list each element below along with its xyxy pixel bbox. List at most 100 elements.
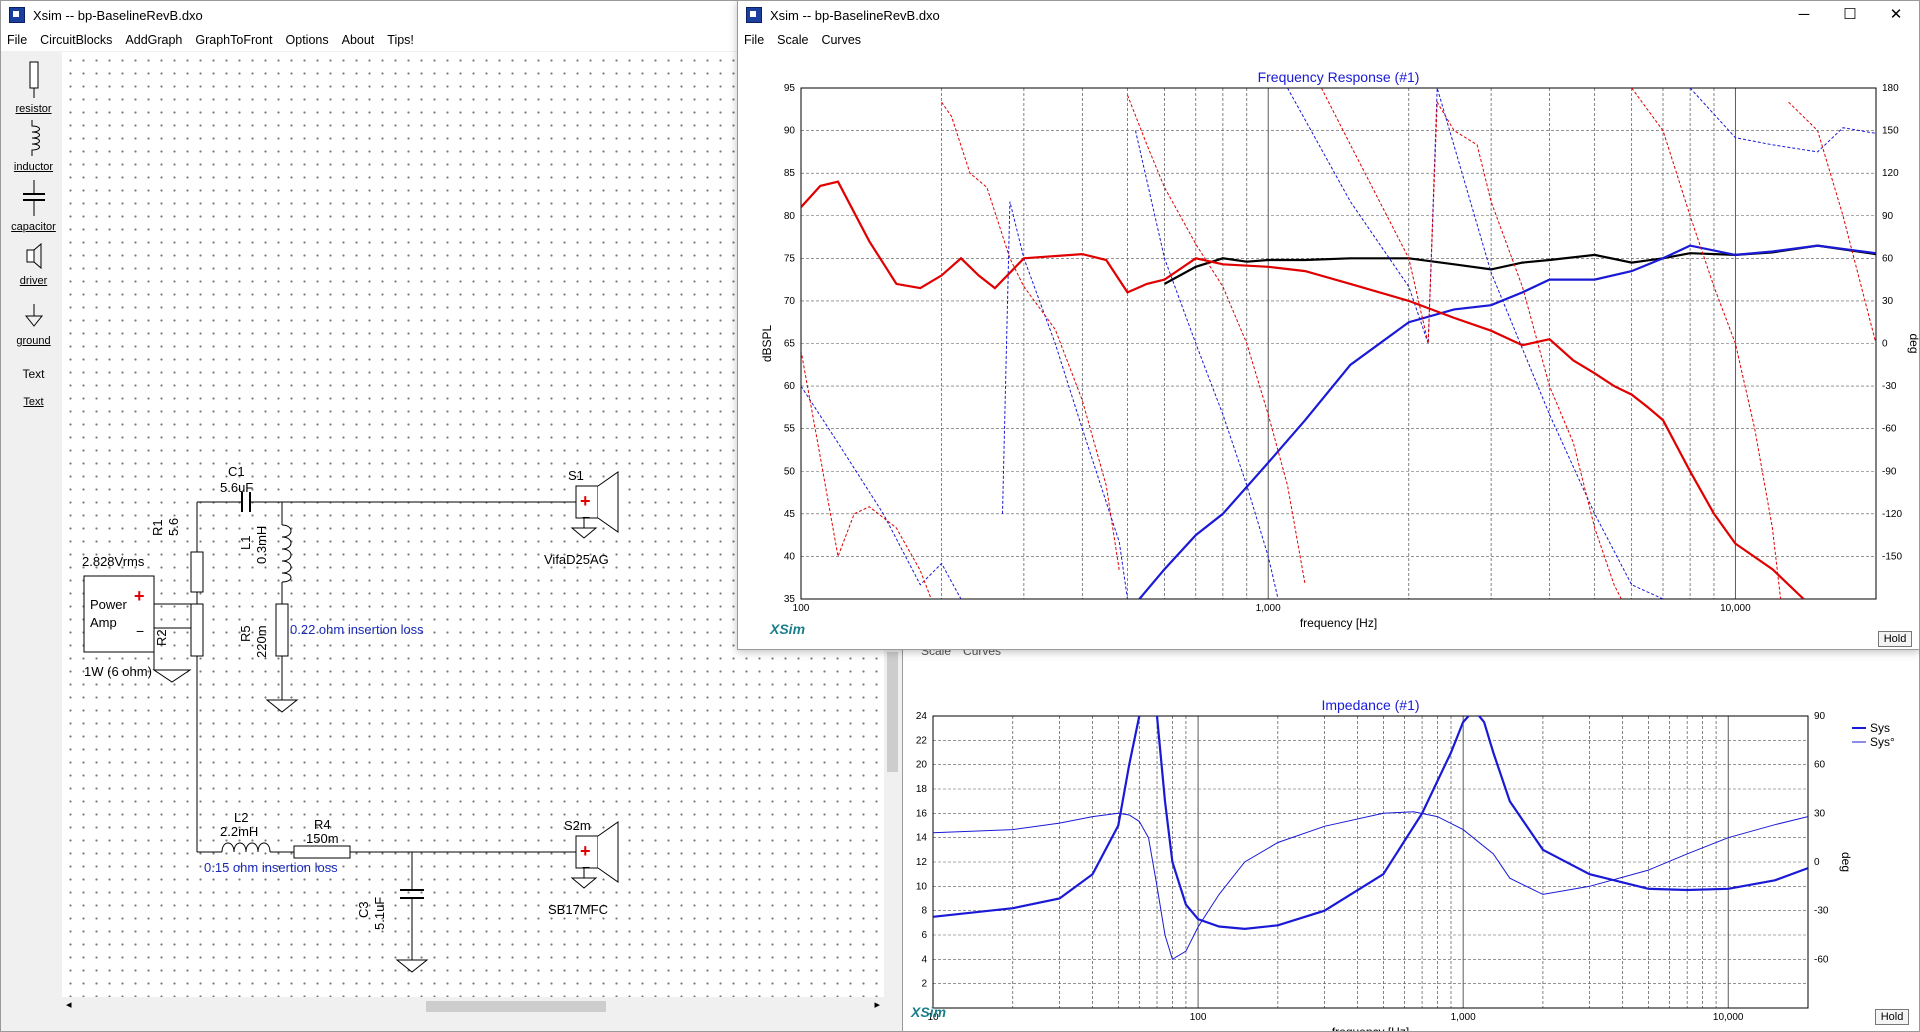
svg-text:−: − bbox=[582, 509, 590, 525]
minimize-icon[interactable]: ─ bbox=[1798, 6, 1810, 23]
l2-name: L2 bbox=[234, 810, 249, 825]
chart1-ytick-1: 4 bbox=[921, 954, 927, 965]
chart1-xtick-3: 10,000 bbox=[1713, 1012, 1744, 1023]
chart1-legend-label-1: Sys° bbox=[1870, 735, 1895, 749]
chart0-y2tick-0: -150 bbox=[1882, 551, 1902, 562]
fr-app-icon bbox=[746, 7, 762, 23]
source-label: Power Amp bbox=[90, 597, 127, 630]
r5-value: 220m bbox=[254, 625, 269, 658]
chart1-y2tick-5: 90 bbox=[1814, 711, 1826, 722]
fr-window: Xsim -- bp-BaselineRevB.dxo ─ ☐ ✕ File S… bbox=[737, 0, 1920, 650]
chart1-frame bbox=[932, 715, 1809, 1009]
chart0-xtick-2: 10,000 bbox=[1720, 603, 1751, 614]
chart0-ytick-12: 95 bbox=[784, 83, 796, 94]
tool-inductor-label: inductor bbox=[13, 161, 54, 173]
chart0-series-0 bbox=[1163, 244, 1876, 285]
chart1-xtick-0: 10 bbox=[927, 1012, 939, 1023]
tool-capacitor[interactable]: capacitor bbox=[6, 178, 61, 233]
r5-note: 0.22 ohm insertion loss bbox=[290, 622, 424, 637]
maximize-icon[interactable]: ☐ bbox=[1843, 6, 1857, 23]
s2-name: S2m bbox=[564, 818, 591, 833]
menu-file[interactable]: File bbox=[7, 33, 28, 47]
app-icon bbox=[9, 7, 25, 23]
menu-options[interactable]: Options bbox=[285, 33, 329, 47]
chart1-ytick-3: 8 bbox=[921, 906, 927, 917]
frequency-response-chart: Frequency Response (#1) 35 40 45 50 55 60 65 70 7… bbox=[738, 51, 1919, 649]
chart0-ytick-3: 50 bbox=[784, 466, 796, 477]
menu-addgraph[interactable]: AddGraph bbox=[125, 33, 183, 47]
tool-resistor[interactable]: resistor bbox=[6, 60, 61, 115]
chart0-series-2 bbox=[801, 88, 1876, 599]
menu-graphtofront[interactable]: GraphToFront bbox=[195, 33, 273, 47]
r1-resistor[interactable] bbox=[190, 551, 204, 593]
hscroll-thumb[interactable] bbox=[426, 1001, 606, 1012]
fr-window-controls: ─ ☐ ✕ bbox=[1781, 1, 1919, 29]
chart1-series-0 bbox=[933, 716, 1808, 931]
r1-value: 5.6 bbox=[166, 517, 181, 536]
menu-about[interactable]: About bbox=[341, 33, 375, 47]
s1-model: VifaD25AG bbox=[544, 552, 609, 567]
source-voltage: 2.828Vrms bbox=[82, 554, 145, 569]
s1-plus: + bbox=[580, 491, 591, 511]
chart1-y2tick-0: -60 bbox=[1814, 954, 1829, 965]
l2-note: 0.15 ohm insertion loss bbox=[204, 860, 338, 875]
chart0-ytick-1: 40 bbox=[784, 551, 796, 562]
r1-name: R1 bbox=[150, 519, 165, 536]
tool-text-underlined[interactable]: Text bbox=[6, 396, 61, 408]
fr-menu-scale[interactable]: Scale bbox=[777, 33, 809, 47]
s2-plus: + bbox=[580, 841, 591, 861]
chart1-ytick-4: 10 bbox=[916, 881, 928, 892]
r4-resistor[interactable] bbox=[293, 845, 351, 859]
fr-menubar: File Scale Curves bbox=[738, 29, 1919, 51]
main-menubar: File CircuitBlocks AddGraph GraphToFront… bbox=[1, 29, 911, 51]
menu-tips[interactable]: Tips! bbox=[387, 33, 414, 47]
fr-menu-file[interactable]: File bbox=[744, 33, 765, 47]
vscroll-thumb[interactable] bbox=[887, 652, 898, 772]
scroll-left-icon[interactable]: ◂ bbox=[66, 999, 72, 1011]
chart0-ytick-8: 75 bbox=[784, 253, 796, 264]
chart0-y2tick-9: 120 bbox=[1882, 168, 1899, 179]
schematic-hscrollbar[interactable]: ◂ ▸ bbox=[62, 998, 884, 1015]
chart0-y2tick-11: 180 bbox=[1882, 83, 1899, 94]
impedance-window: Scale Curves Impedance (#1) 2 4 6 8 10 12 14 16 1… bbox=[902, 640, 1920, 1032]
fr-menu-curves[interactable]: Curves bbox=[821, 33, 862, 47]
fr-hold-button[interactable]: Hold bbox=[1878, 631, 1912, 647]
l1-name: L1 bbox=[238, 535, 253, 550]
fr-brand: XSim bbox=[770, 621, 806, 637]
chart0-ylabel: dBSPL bbox=[760, 324, 774, 362]
chart1-xlabel: frequency [Hz] bbox=[1332, 1025, 1409, 1032]
tool-ground-label: ground bbox=[16, 335, 51, 347]
schematic-wires: + + + − − − bbox=[83, 471, 619, 973]
component-toolbar: resistor inductor capacitor driver groun… bbox=[6, 52, 61, 1012]
chart1-xtick-2: 1,000 bbox=[1451, 1012, 1476, 1023]
chart1-ytick-11: 24 bbox=[916, 711, 928, 722]
r2-resistor[interactable] bbox=[190, 603, 204, 657]
chart1-ytick-6: 14 bbox=[916, 833, 928, 844]
power-amp-box[interactable] bbox=[83, 575, 155, 653]
tool-driver[interactable]: driver bbox=[6, 242, 61, 287]
chart0-xtick-1: 1,000 bbox=[1256, 603, 1281, 614]
chart0-ytick-4: 55 bbox=[784, 424, 796, 435]
ground-symbol-s2 bbox=[570, 877, 598, 889]
driver-icon bbox=[26, 242, 41, 270]
tool-inductor[interactable]: inductor bbox=[6, 118, 61, 173]
close-icon[interactable]: ✕ bbox=[1889, 6, 1903, 23]
chart1-y2tick-4: 60 bbox=[1814, 760, 1826, 771]
r5-resistor[interactable] bbox=[275, 603, 289, 657]
scroll-right-icon[interactable]: ▸ bbox=[874, 999, 880, 1011]
chart0-y2label: deg bbox=[1907, 333, 1919, 353]
ground-symbol-2 bbox=[395, 959, 429, 973]
svg-text:−: − bbox=[582, 859, 590, 875]
tool-driver-label: driver bbox=[19, 275, 48, 287]
fr-titlebar[interactable]: Xsim -- bp-BaselineRevB.dxo ─ ☐ ✕ bbox=[738, 1, 1919, 29]
chart0-y2tick-10: 150 bbox=[1882, 126, 1899, 137]
menu-circuitblocks[interactable]: CircuitBlocks bbox=[40, 33, 113, 47]
ground-symbol-0 bbox=[152, 669, 192, 683]
chart1-y2label: deg bbox=[1839, 852, 1853, 872]
chart1-ytick-7: 16 bbox=[916, 808, 928, 819]
tool-text-plain[interactable]: Text bbox=[6, 367, 61, 381]
chart0-ytick-2: 45 bbox=[784, 509, 796, 520]
imp-hold-button[interactable]: Hold bbox=[1875, 1009, 1909, 1025]
tool-ground[interactable]: ground bbox=[6, 302, 61, 347]
chart0-ytick-10: 85 bbox=[784, 168, 796, 179]
